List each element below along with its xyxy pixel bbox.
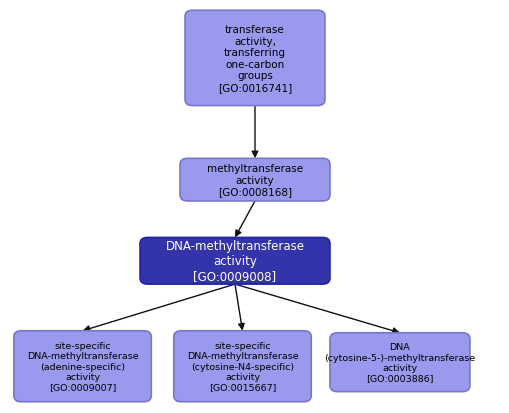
- Text: site-specific
DNA-methyltransferase
(cytosine-N4-specific)
activity
[GO:0015667]: site-specific DNA-methyltransferase (cyt…: [186, 341, 298, 392]
- Text: DNA
(cytosine-5-)-methyltransferase
activity
[GO:0003886]: DNA (cytosine-5-)-methyltransferase acti…: [324, 342, 474, 382]
- FancyBboxPatch shape: [185, 11, 324, 106]
- FancyBboxPatch shape: [329, 333, 469, 392]
- FancyBboxPatch shape: [180, 159, 329, 202]
- FancyBboxPatch shape: [174, 331, 310, 402]
- Text: site-specific
DNA-methyltransferase
(adenine-specific)
activity
[GO:0009007]: site-specific DNA-methyltransferase (ade…: [26, 341, 138, 392]
- Text: methyltransferase
activity
[GO:0008168]: methyltransferase activity [GO:0008168]: [207, 164, 302, 197]
- Text: DNA-methyltransferase
activity
[GO:0009008]: DNA-methyltransferase activity [GO:00090…: [165, 240, 304, 282]
- Text: transferase
activity,
transferring
one-carbon
groups
[GO:0016741]: transferase activity, transferring one-c…: [217, 25, 292, 93]
- FancyBboxPatch shape: [14, 331, 151, 402]
- FancyBboxPatch shape: [140, 238, 329, 285]
